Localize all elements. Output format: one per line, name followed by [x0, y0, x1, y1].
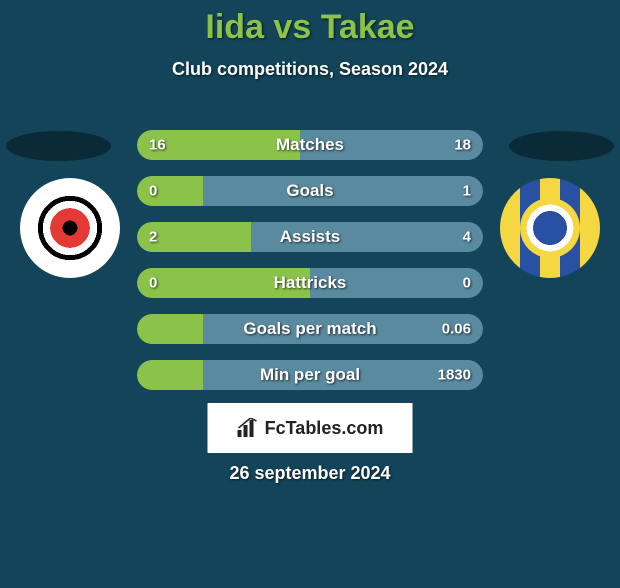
- subtitle: Club competitions, Season 2024: [0, 59, 620, 80]
- date-text: 26 september 2024: [229, 463, 390, 484]
- stat-value-right: 4: [463, 229, 471, 246]
- chart-icon: [237, 418, 259, 438]
- bar-fill-left: [137, 176, 203, 206]
- page-title: Iida vs Takae: [0, 8, 620, 47]
- team-logo-right-inner: [520, 198, 580, 258]
- stat-value-right: 18: [454, 137, 471, 154]
- team-logo-left-inner: [35, 193, 105, 263]
- stat-row: 2 Assists 4: [137, 222, 483, 252]
- ellipse-shadow-left: [6, 131, 111, 161]
- stat-value-left: 16: [149, 137, 166, 154]
- stat-value-right: 0: [463, 275, 471, 292]
- stat-label: Goals: [286, 181, 333, 201]
- stat-row: 16 Matches 18: [137, 130, 483, 160]
- stat-label: Matches: [276, 135, 344, 155]
- stat-label: Hattricks: [274, 273, 347, 293]
- bar-fill-left: [137, 360, 203, 390]
- stat-value-right: 1: [463, 183, 471, 200]
- stat-row: Goals per match 0.06: [137, 314, 483, 344]
- footer-brand-box: FcTables.com: [208, 403, 413, 453]
- stat-label: Min per goal: [260, 365, 360, 385]
- team-logo-right: [500, 178, 600, 278]
- stat-label: Goals per match: [243, 319, 376, 339]
- ellipse-shadow-right: [509, 131, 614, 161]
- bar-fill-right: [203, 176, 483, 206]
- stat-row: 0 Goals 1: [137, 176, 483, 206]
- stat-row: Min per goal 1830: [137, 360, 483, 390]
- team-logo-left: [20, 178, 120, 278]
- footer-brand-text: FcTables.com: [265, 418, 384, 439]
- stat-value-right: 1830: [438, 367, 471, 384]
- stat-value-left: 2: [149, 229, 157, 246]
- stat-bars-container: 16 Matches 18 0 Goals 1 2 Assists 4 0 Hattricks 0 Go…: [137, 130, 483, 406]
- bar-fill-left: [137, 314, 203, 344]
- stat-value-right: 0.06: [442, 321, 471, 338]
- stat-label: Assists: [280, 227, 340, 247]
- stat-value-left: 0: [149, 275, 157, 292]
- stat-value-left: 0: [149, 183, 157, 200]
- stat-row: 0 Hattricks 0: [137, 268, 483, 298]
